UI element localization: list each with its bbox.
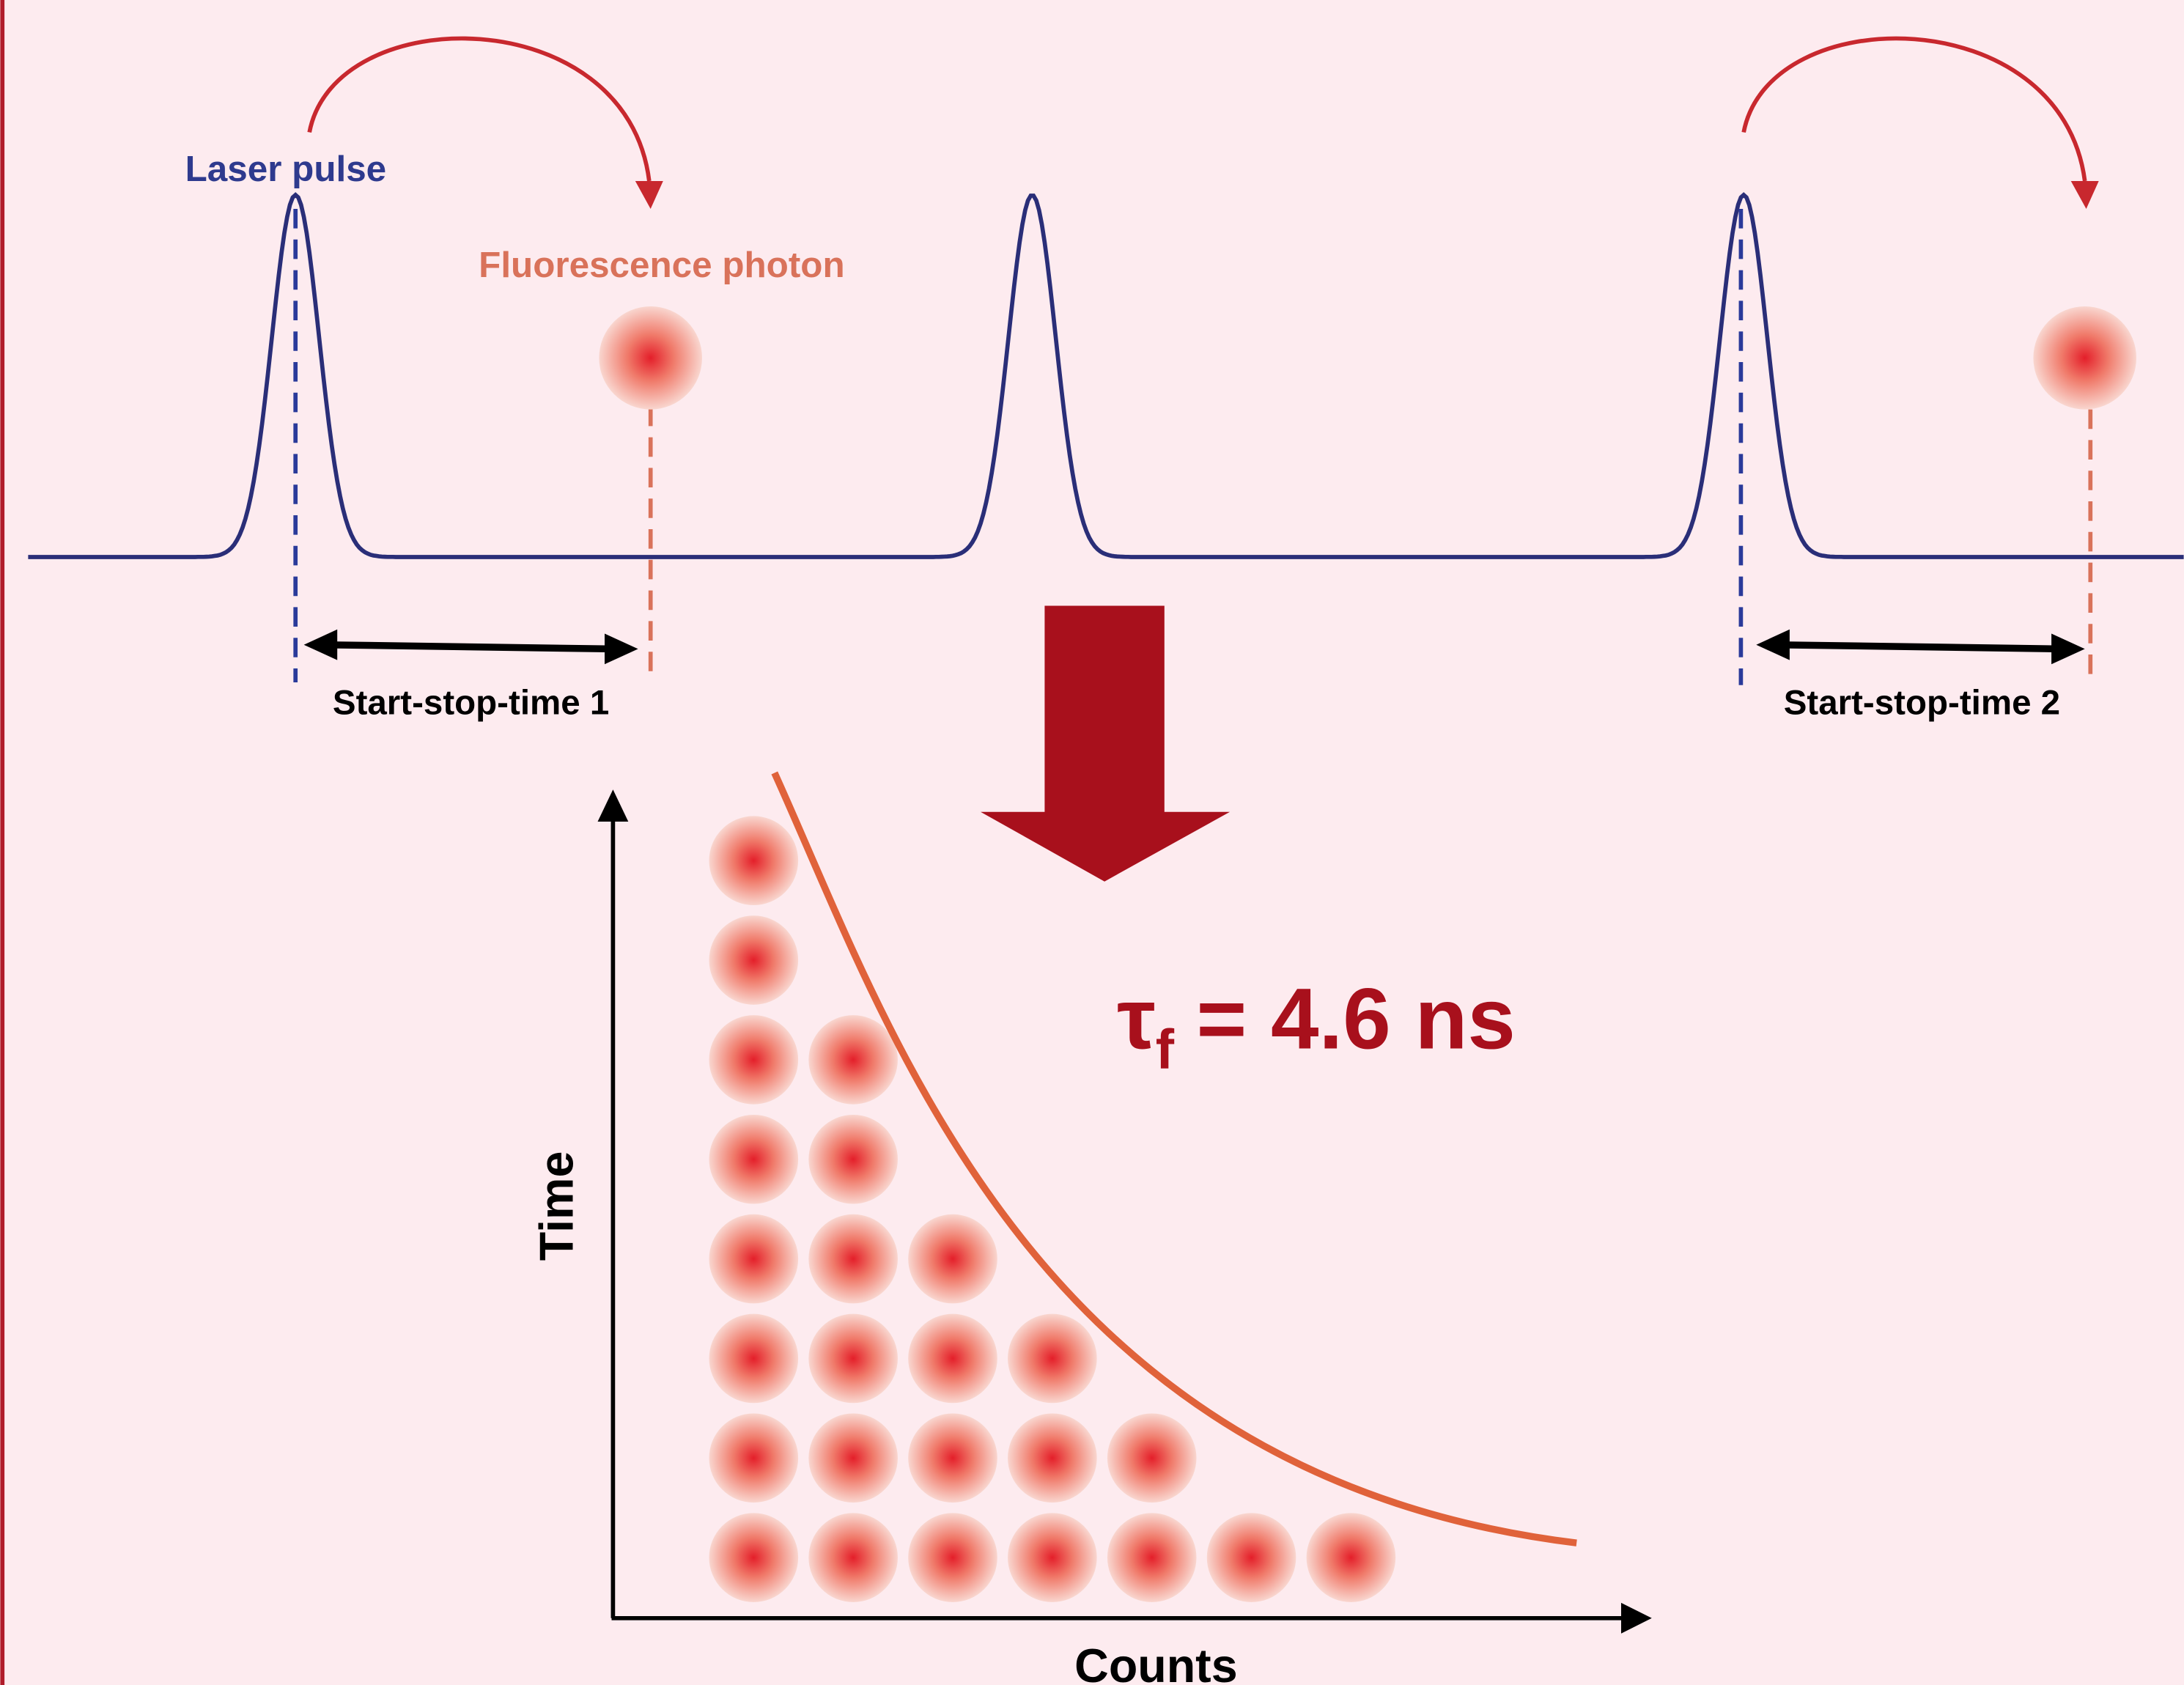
photon-dot	[808, 1015, 898, 1105]
arrowhead	[597, 789, 629, 822]
photon-dot	[808, 1214, 898, 1304]
tau-symbol: τ	[1117, 970, 1156, 1067]
photon-dot	[709, 816, 799, 905]
photon-dot	[908, 1214, 997, 1304]
photon-dot	[908, 1513, 997, 1602]
photon-dot	[808, 1413, 898, 1503]
photon-dot	[709, 915, 799, 1005]
lifetime-value: = 4.6 ns	[1196, 970, 1515, 1067]
arrowhead	[1756, 629, 1790, 660]
curved-arrow	[307, 36, 652, 182]
photon-dot	[709, 1513, 799, 1602]
photon-dot	[709, 1015, 799, 1105]
axis-label: Counts	[1074, 1640, 1237, 1685]
arrowhead	[1621, 1602, 1652, 1634]
label: Fluorescence photon	[479, 245, 844, 285]
curved-arrow	[1741, 36, 2087, 182]
photon-dot	[808, 1114, 898, 1204]
photon-dot	[908, 1413, 997, 1503]
photon-dot	[1008, 1513, 1097, 1602]
photon-dot	[1008, 1313, 1097, 1404]
photon-dot	[709, 1413, 799, 1503]
photon-dot	[709, 1114, 799, 1204]
photon-dot	[1008, 1413, 1097, 1503]
label: Start-stop-time 1	[333, 684, 609, 723]
photon	[599, 306, 702, 410]
lifetime: τf = 4.6 ns	[1117, 970, 1516, 1081]
photon-dot	[808, 1313, 898, 1404]
double-arrow	[323, 641, 613, 653]
double-arrow	[1775, 641, 2062, 653]
arrowhead	[2051, 633, 2085, 665]
label: Start-stop-time 2	[1784, 684, 2060, 723]
big-arrow	[981, 605, 1231, 882]
photon-dot	[1107, 1513, 1197, 1602]
pulse-train	[28, 192, 2184, 559]
photon	[2033, 306, 2136, 410]
photon-dot	[1306, 1513, 1396, 1602]
photon-dot	[709, 1313, 799, 1404]
tau-subscript: f	[1156, 1018, 1175, 1080]
label: Laser pulse	[185, 149, 387, 189]
photon-dot	[709, 1214, 799, 1304]
axis-label: Time	[530, 1151, 583, 1261]
photon-dot	[908, 1313, 997, 1404]
arrowhead	[605, 633, 638, 665]
photon-dot	[1206, 1513, 1296, 1602]
photon-dot	[808, 1513, 898, 1602]
arrowhead	[2070, 181, 2099, 209]
arrowhead	[303, 629, 338, 660]
arrowhead	[635, 181, 663, 209]
decay-curve	[771, 771, 1577, 1546]
histogram-dots	[709, 816, 1396, 1602]
photon-dot	[1107, 1413, 1197, 1503]
